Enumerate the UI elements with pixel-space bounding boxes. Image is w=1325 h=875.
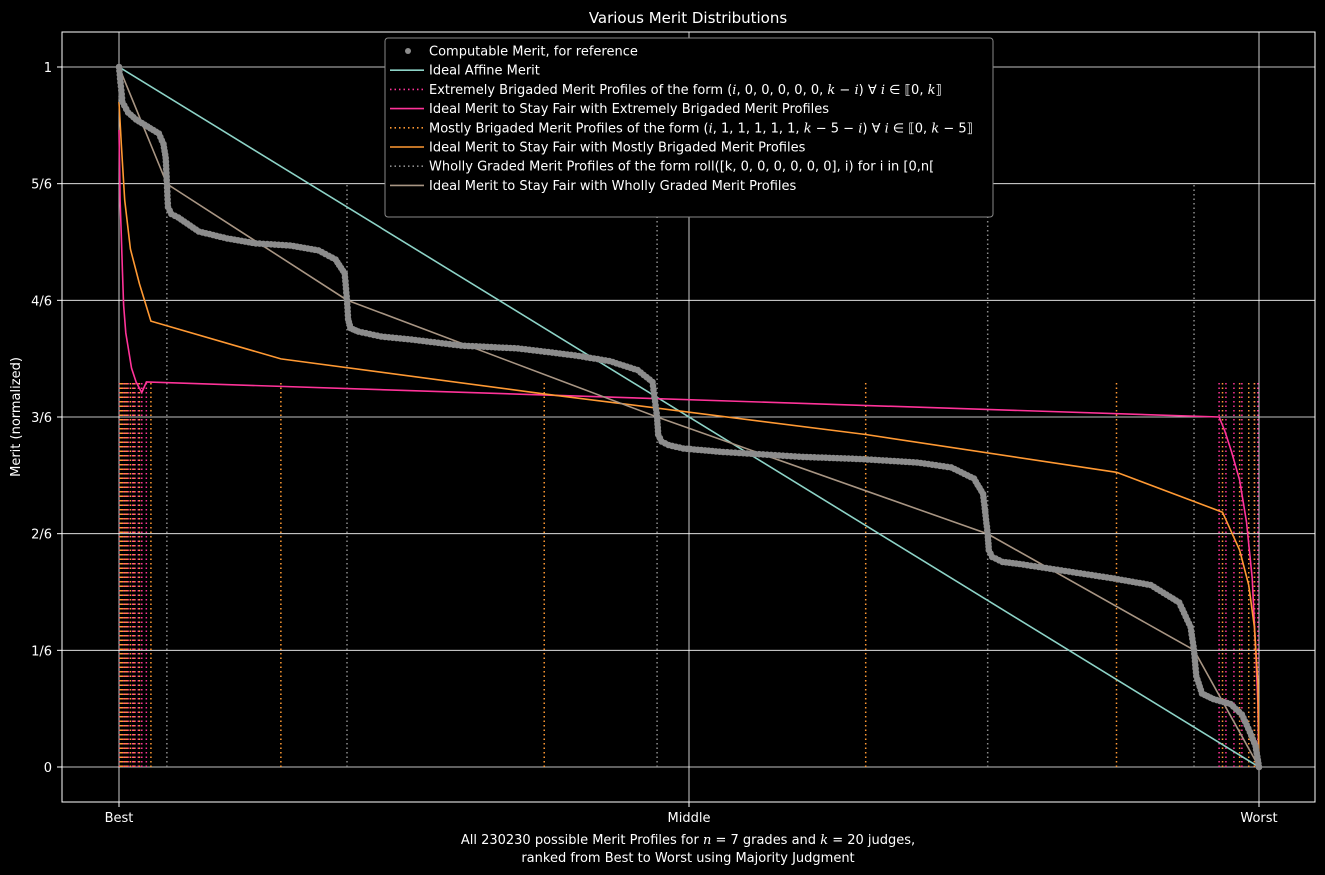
legend-label-2: Extremely Brigaded Merit Profiles of the… xyxy=(429,83,942,98)
legend-label-3: Ideal Merit to Stay Fair with Extremely … xyxy=(429,102,829,117)
series-line-0 xyxy=(118,66,1260,768)
dotted-profile-markers xyxy=(118,183,1259,767)
y-axis-ticks: 0 1/6 2/6 3/6 4/6 5/6 1 xyxy=(31,61,62,776)
x-axis-label-line2: ranked from Best to Worst using Majority… xyxy=(521,851,854,866)
legend-label-5: Ideal Merit to Stay Fair with Mostly Bri… xyxy=(429,141,806,156)
series-line-1 xyxy=(118,129,1260,768)
x-tick-label-0: Best xyxy=(105,811,134,826)
legend: Computable Merit, for reference Ideal Aff… xyxy=(384,37,994,218)
x-tick-label-2: Worst xyxy=(1240,811,1277,826)
y-tick-label-4: 4/6 xyxy=(31,294,52,309)
y-tick-label-0: 0 xyxy=(44,761,52,776)
chart-title: Various Merit Distributions xyxy=(589,9,788,27)
legend-label-6: Wholly Graded Merit Profiles of the form… xyxy=(429,160,934,175)
legend-label-7: Ideal Merit to Stay Fair with Wholly Gra… xyxy=(429,179,797,194)
series-line-2 xyxy=(118,101,1260,768)
y-tick-label-6: 1 xyxy=(44,61,52,76)
merit-point-421 xyxy=(1255,763,1263,771)
y-axis-label: Merit (normalized) xyxy=(9,357,24,477)
legend-label-4: Mostly Brigaded Merit Profiles of the fo… xyxy=(429,121,973,136)
x-axis-ticks: Best Middle Worst xyxy=(105,802,1278,826)
y-tick-label-1: 1/6 xyxy=(31,644,52,659)
x-axis-label: All 230230 possible Merit Profiles for n… xyxy=(461,833,915,848)
legend-label-0: Computable Merit, for reference xyxy=(429,45,638,60)
legend-frame xyxy=(384,37,994,218)
y-tick-label-2: 2/6 xyxy=(31,528,52,543)
computable-merit-points xyxy=(115,63,1263,771)
y-tick-label-5: 5/6 xyxy=(31,178,52,193)
y-tick-label-3: 3/6 xyxy=(31,411,52,426)
legend-swatch-0 xyxy=(405,48,411,54)
legend-label-1: Ideal Affine Merit xyxy=(429,64,540,79)
x-tick-label-1: Middle xyxy=(668,811,711,826)
